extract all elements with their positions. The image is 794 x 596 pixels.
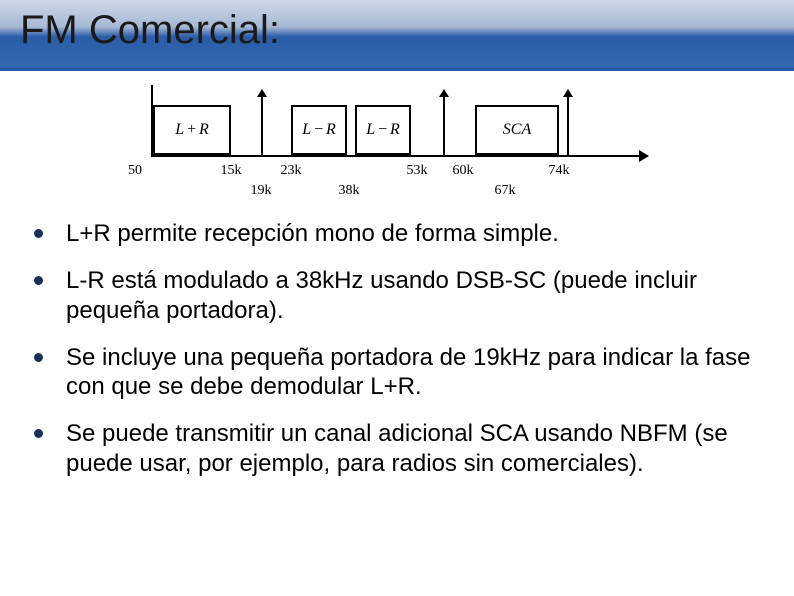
- tick-60k: 60k: [453, 163, 474, 179]
- tick-23k: 23k: [281, 163, 302, 179]
- x-axis-arrow-icon: [639, 150, 649, 162]
- band-lminusr-upper: L−R: [355, 105, 411, 155]
- pilot-60k: [443, 97, 445, 155]
- spectrum-diagram: 50 L+R L−R L−R SCA 15k 19k 23k 38k 53k 6…: [127, 85, 667, 205]
- bullet-item: L-R está modulado a 38kHz usando DSB-SC …: [60, 266, 758, 325]
- tick-19k: 19k: [251, 183, 272, 199]
- tick-53k: 53k: [407, 163, 428, 179]
- tick-74k: 74k: [549, 163, 570, 179]
- tick-38k: 38k: [339, 183, 360, 199]
- bullet-item: Se puede transmitir un canal adicional S…: [60, 419, 758, 478]
- bullet-list: L+R permite recepción mono de forma simp…: [0, 213, 794, 478]
- spectrum-diagram-wrap: 50 L+R L−R L−R SCA 15k 19k 23k 38k 53k 6…: [0, 71, 794, 213]
- band-sca: SCA: [475, 105, 559, 155]
- band-lplusr: L+R: [153, 105, 231, 155]
- tick-67k: 67k: [495, 183, 516, 199]
- title-bar: FM Comercial:: [0, 0, 794, 71]
- x-axis: [151, 155, 641, 157]
- tick-15k: 15k: [221, 163, 242, 179]
- page-title: FM Comercial:: [20, 8, 774, 53]
- bullet-item: L+R permite recepción mono de forma simp…: [60, 219, 758, 248]
- band-lminusr-lower: L−R: [291, 105, 347, 155]
- bullet-item: Se incluye una pequeña portadora de 19kH…: [60, 343, 758, 402]
- y-start-label: 50: [128, 163, 142, 179]
- pilot-19k: [261, 97, 263, 155]
- pilot-74k: [567, 97, 569, 155]
